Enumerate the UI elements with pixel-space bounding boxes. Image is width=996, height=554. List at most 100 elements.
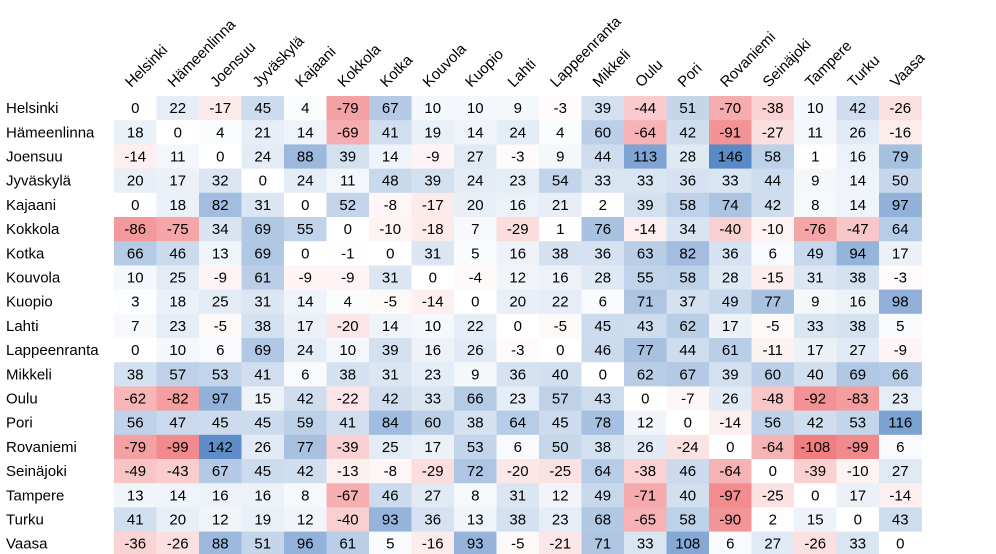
cell-value-label: 1 [556, 221, 564, 238]
row-label-rovaniemi: Rovaniemi [6, 439, 77, 456]
cell-value-label: 5 [386, 536, 394, 553]
heatmap-cell-seinajoki-turku [836, 459, 880, 484]
cell-value-label: 93 [382, 512, 399, 529]
heatmap-cell-joensuu-vaasa [879, 144, 922, 169]
cell-value-label: 27 [424, 487, 441, 504]
cell-value-label: -3 [511, 149, 524, 166]
heatmap-cell-kotka-seinajoki [751, 241, 795, 266]
heatmap-cell-helsinki-turku [836, 96, 880, 121]
heatmap-cell-jyvaskyla-seinajoki [751, 168, 795, 194]
heatmap-cell-turku-oulu [624, 507, 667, 532]
heatmap-cell-helsinki-tampere [794, 96, 837, 121]
cell-value-label: 41 [382, 124, 399, 141]
heatmap-cell-kouvola-lappeenranta [539, 265, 582, 290]
heatmap-cell-helsinki-lahti [496, 96, 540, 121]
heatmap-cell-rovaniemi-oulu [624, 434, 667, 460]
heatmap-cell-lahti-hameenlinna [156, 313, 200, 339]
heatmap-cell-hameenlinna-pori [666, 120, 710, 145]
cell-value-label: 58 [679, 197, 696, 214]
cell-value-label: 5 [471, 245, 479, 262]
row-label-kajaani: Kajaani [6, 197, 56, 214]
cell-value-label: 15 [807, 512, 824, 529]
heatmap-cell-kajaani-kajaani [284, 192, 327, 218]
heatmap-cell-lahti-turku [836, 313, 880, 339]
cell-value-label: 27 [467, 149, 484, 166]
cell-value-label: 82 [679, 245, 696, 262]
heatmap-cell-kokkola-tampere [794, 217, 837, 242]
cell-value-label: 63 [637, 245, 654, 262]
cell-value-label: 49 [722, 294, 739, 311]
cell-value-label: 58 [679, 270, 696, 287]
cell-value-label: -108 [800, 439, 830, 456]
cell-value-label: 23 [552, 512, 569, 529]
cell-value-label: -43 [167, 463, 189, 480]
cell-value-label: 62 [679, 318, 696, 335]
heatmap-cell-oulu-mikkeli [581, 386, 625, 411]
cell-value-label: 60 [764, 366, 781, 383]
cell-value-label: -14 [422, 294, 444, 311]
heatmap-cell-rovaniemi-kuopio [454, 434, 497, 460]
cell-value-label: 64 [509, 415, 526, 432]
cell-value-label: 97 [212, 391, 229, 408]
cell-value-label: 8 [811, 197, 819, 214]
cell-value-label: 6 [896, 439, 904, 456]
heatmap-cell-jyvaskyla-helsinki [114, 168, 157, 194]
heatmap-cell-lappeenranta-rovaniemi [709, 338, 752, 363]
cell-value-label: -25 [762, 487, 784, 504]
cell-value-label: 23 [509, 173, 526, 190]
cell-value-label: 0 [641, 391, 649, 408]
heatmap-cell-seinajoki-kuopio [454, 459, 497, 484]
heatmap-cell-oulu-kotka [369, 386, 412, 411]
cell-value-label: 22 [467, 318, 484, 335]
heatmap-cell-oulu-joensuu [199, 386, 242, 411]
heatmap-cell-seinajoki-kouvola [411, 459, 455, 484]
heatmap-cell-hameenlinna-kouvola [411, 120, 455, 145]
row-label-turku: Turku [6, 512, 44, 529]
heatmap-cell-helsinki-joensuu [199, 96, 242, 121]
heatmap-cell-kouvola-vaasa [879, 265, 922, 290]
cell-value-label: 31 [254, 294, 271, 311]
heatmap-cell-kouvola-turku [836, 265, 880, 290]
heatmap-cell-vaasa-pori [666, 531, 710, 554]
heatmap-cell-kotka-vaasa [879, 241, 922, 266]
cell-value-label: 14 [297, 124, 314, 141]
heatmap-cell-rovaniemi-tampere [794, 434, 837, 460]
cell-value-label: 0 [854, 512, 862, 529]
cell-value-label: 58 [679, 512, 696, 529]
cell-value-label: 53 [849, 415, 866, 432]
cell-value-label: 47 [169, 415, 186, 432]
cell-value-label: 38 [849, 318, 866, 335]
heatmap-cell-seinajoki-kokkola [326, 459, 370, 484]
heatmap-cell-vaasa-kokkola [326, 531, 370, 554]
heatmap-cell-vaasa-vaasa [879, 531, 922, 554]
cell-value-label: 24 [467, 173, 484, 190]
cell-value-label: 76 [594, 221, 611, 238]
heatmap-cell-lappeenranta-helsinki [114, 338, 157, 363]
heatmap-cell-seinajoki-lappeenranta [539, 459, 582, 484]
heatmap-cell-pori-mikkeli [581, 410, 625, 436]
heatmap-cell-mikkeli-mikkeli [581, 362, 625, 387]
cell-value-label: 49 [594, 487, 611, 504]
cell-value-label: 14 [169, 487, 186, 504]
heatmap-cell-kouvola-oulu [624, 265, 667, 290]
heatmap-cell-turku-rovaniemi [709, 507, 752, 532]
cell-value-label: 3 [131, 294, 139, 311]
heatmap-cell-lahti-kajaani [284, 313, 327, 339]
cell-value-label: 45 [552, 415, 569, 432]
heatmap-cell-rovaniemi-helsinki [114, 434, 157, 460]
heatmap-cell-oulu-turku [836, 386, 880, 411]
cell-value-label: 14 [849, 197, 866, 214]
heatmap-cell-hameenlinna-helsinki [114, 120, 157, 145]
heatmap-cell-tampere-kotka [369, 483, 412, 508]
cell-value-label: 116 [888, 415, 912, 432]
cell-value-label: 26 [849, 124, 866, 141]
cell-value-label: 17 [722, 318, 739, 335]
heatmap-cell-lappeenranta-pori [666, 338, 710, 363]
cell-value-label: -40 [337, 512, 359, 529]
cell-value-label: -26 [804, 536, 826, 553]
row-label-lappeenranta: Lappeenranta [6, 342, 99, 359]
heatmap-cell-vaasa-mikkeli [581, 531, 625, 554]
cell-value-label: -20 [337, 318, 359, 335]
heatmap-cell-kuopio-helsinki [114, 289, 157, 315]
cell-value-label: -17 [422, 197, 444, 214]
